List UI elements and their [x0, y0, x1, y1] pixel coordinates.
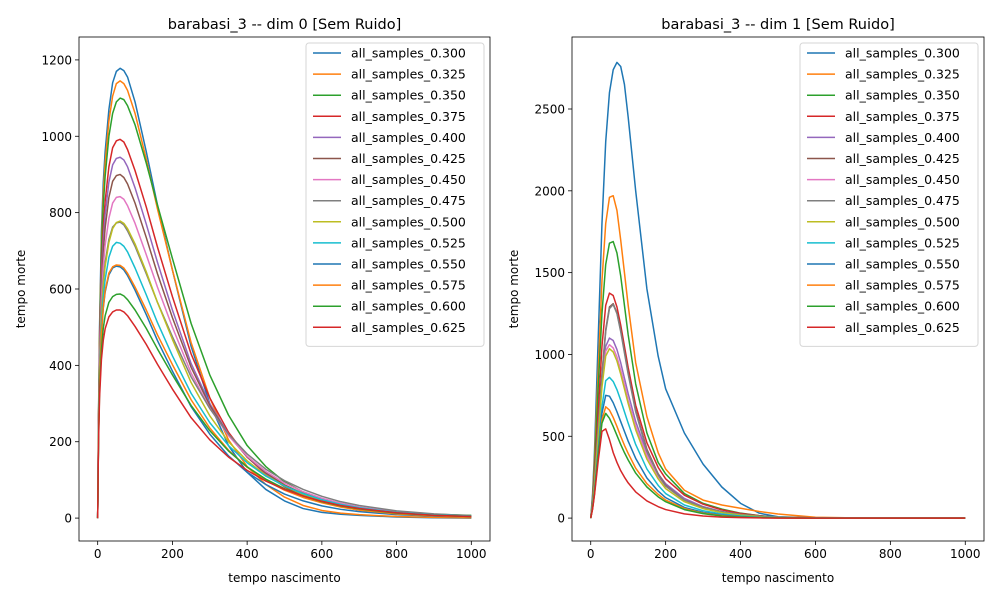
- legend-label: all_samples_0.450: [351, 172, 466, 187]
- legend-label: all_samples_0.600: [845, 299, 960, 314]
- legend-label: all_samples_0.575: [351, 278, 466, 293]
- series-line-all_samples_0.625: [589, 428, 966, 519]
- series-line-all_samples_0.400: [589, 337, 966, 519]
- x-tick-label: 600: [310, 547, 333, 561]
- legend-label: all_samples_0.425: [845, 151, 960, 166]
- x-tick-label: 0: [587, 547, 595, 561]
- y-tick-label: 400: [49, 359, 72, 373]
- legend-label: all_samples_0.375: [845, 109, 960, 124]
- series-line-all_samples_0.525: [96, 241, 472, 519]
- legend-label: all_samples_0.325: [351, 67, 466, 82]
- x-tick-label: 600: [804, 547, 827, 561]
- y-tick-label: 200: [49, 435, 72, 449]
- chart-title: barabasi_3 -- dim 1 [Sem Ruido]: [661, 17, 894, 33]
- x-tick-label: 1000: [456, 547, 487, 561]
- chart-panel-dim0: 0 200 400 600 800 1000 0 200 400 600 800 1000 1200 ba…: [14, 17, 491, 585]
- legend-label: all_samples_0.600: [351, 299, 466, 314]
- legend-label: all_samples_0.425: [351, 151, 466, 166]
- x-axis-label: tempo nascimento: [228, 571, 340, 585]
- legend-label: all_samples_0.300: [845, 46, 960, 61]
- legend-label: all_samples_0.350: [845, 88, 960, 103]
- legend-box: [799, 42, 979, 347]
- y-tick-label: 0: [557, 512, 565, 526]
- legend-label: all_samples_0.525: [845, 235, 960, 250]
- series-line-all_samples_0.600: [589, 412, 966, 519]
- x-axis-label: tempo nascimento: [722, 571, 834, 585]
- legend-label: all_samples_0.525: [351, 235, 466, 250]
- legend-label: all_samples_0.475: [351, 193, 466, 208]
- series-line-all_samples_0.325: [589, 194, 966, 519]
- legend-label: all_samples_0.550: [845, 257, 960, 272]
- legend-label: all_samples_0.375: [351, 109, 466, 124]
- x-tick-label: 200: [654, 547, 677, 561]
- x-tick-label: 1000: [950, 547, 981, 561]
- legend-label: all_samples_0.400: [351, 130, 466, 145]
- chart-title: barabasi_3 -- dim 0 [Sem Ruido]: [168, 17, 401, 33]
- y-tick-label: 0: [64, 512, 72, 526]
- x-tick-label: 400: [236, 547, 259, 561]
- y-tick-label: 2500: [534, 103, 565, 117]
- legend-box: [305, 42, 485, 347]
- y-tick-label: 600: [49, 283, 72, 297]
- legend-label: all_samples_0.400: [845, 130, 960, 145]
- series-line-all_samples_0.625: [96, 309, 472, 519]
- legend-label: all_samples_0.325: [845, 67, 960, 82]
- legend-label: all_samples_0.475: [845, 193, 960, 208]
- legend-label: all_samples_0.625: [351, 320, 466, 335]
- y-axis-label: tempo morte: [14, 250, 28, 329]
- x-tick-label: 800: [385, 547, 408, 561]
- y-tick-label: 1500: [534, 266, 565, 280]
- legend-label: all_samples_0.575: [845, 278, 960, 293]
- series-line-all_samples_0.450: [96, 195, 472, 519]
- legend: all_samples_0.300 all_samples_0.325 all_sa…: [799, 42, 979, 347]
- chart-panel-dim1: 0 200 400 600 800 1000 0 500 1000 1500 2000 2500 bar…: [507, 17, 985, 585]
- legend-label: all_samples_0.450: [845, 172, 960, 187]
- y-tick-label: 1000: [534, 348, 565, 362]
- series-line-all_samples_0.575: [96, 264, 472, 519]
- x-tick-label: 200: [161, 547, 184, 561]
- legend-label: all_samples_0.500: [351, 214, 466, 229]
- legend-label: all_samples_0.625: [845, 320, 960, 335]
- legend-label: all_samples_0.550: [351, 257, 466, 272]
- y-tick-label: 1200: [41, 53, 72, 67]
- legend-label: all_samples_0.300: [351, 46, 466, 61]
- legend-label: all_samples_0.350: [351, 88, 466, 103]
- x-tick-label: 0: [94, 547, 102, 561]
- axes-frame: [571, 36, 985, 542]
- y-tick-label: 800: [49, 206, 72, 220]
- x-tick-label: 400: [729, 547, 752, 561]
- legend-label: all_samples_0.500: [845, 214, 960, 229]
- series-line-all_samples_0.325: [96, 80, 472, 519]
- y-axis-label: tempo morte: [507, 250, 521, 329]
- y-tick-label: 2000: [534, 184, 565, 198]
- x-tick-label: 800: [879, 547, 902, 561]
- y-tick-label: 500: [542, 430, 565, 444]
- legend: all_samples_0.300 all_samples_0.325 all_sa…: [305, 42, 485, 347]
- y-tick-label: 1000: [41, 130, 72, 144]
